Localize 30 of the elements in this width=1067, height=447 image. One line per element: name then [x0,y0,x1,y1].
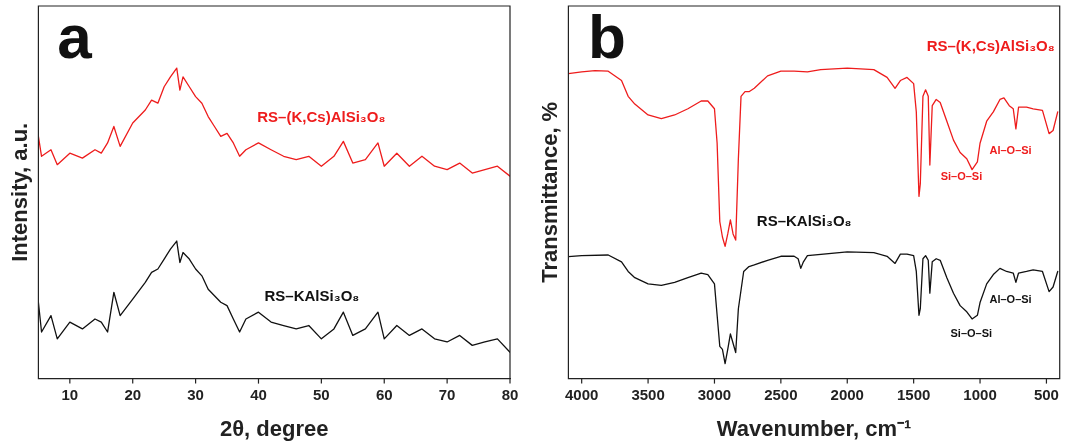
y-axis-title: Transmittance, % [537,101,563,283]
series-label: RS–(K,Cs)AlSi₃O₈ [257,107,386,125]
x-tick-label: 10 [61,385,79,403]
x-tick-label: 3000 [697,385,732,403]
x-tick-label: 4000 [564,385,599,403]
x-tick-label: 1500 [896,385,931,403]
x-tick-label: 1000 [963,385,997,403]
x-tick-label: 500 [1033,385,1059,403]
annotation: a [57,2,93,72]
x-tick-label: 30 [187,385,204,403]
x-tick-label: 2000 [830,385,864,403]
annotation: Al–O–Si [989,144,1032,157]
annotation: Si–O–Si [940,170,983,183]
annotation: b [588,2,626,72]
text: RS–(K,Cs)AlSi₃O₈ [926,37,1055,55]
series-label: RS–KAlSi₃O₈ [264,286,360,304]
x-tick-label: 20 [124,385,142,403]
y-axis-title: Intensity, a.u. [7,122,33,262]
x-tick-label: 60 [375,385,393,403]
x-axis-title: 2θ, degree [219,415,329,441]
x-tick-label: 40 [250,385,267,403]
x-tick-label: 3500 [631,385,665,403]
annotation: Al–O–Si [989,293,1032,306]
annotation: Si–O–Si [950,326,993,339]
x-tick-label: 70 [438,385,456,403]
x-tick-label: 80 [501,385,519,403]
x-tick-label: 50 [313,385,330,403]
x-tick-label: 2500 [764,385,798,403]
series-label: RS–KAlSi₃O₈ [756,212,852,230]
x-axis-title: Wavenumber, cm⁻¹ [716,415,912,441]
